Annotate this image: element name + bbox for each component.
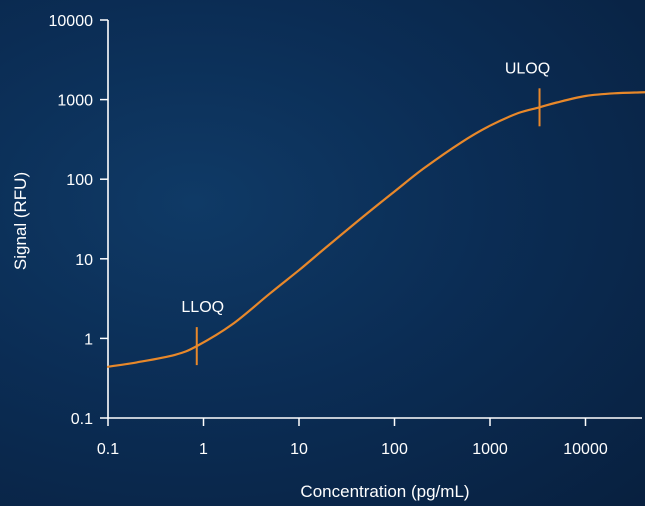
axes <box>107 20 642 419</box>
x-tick-label: 1 <box>199 441 208 458</box>
annotation-label: ULOQ <box>505 60 550 77</box>
y-tick-label: 10 <box>75 252 93 269</box>
x-axis-ticks: 0.1 1 10 100 1000 10000 <box>97 418 608 458</box>
y-tick-label: 10000 <box>49 13 94 30</box>
x-tick-label: 10000 <box>563 441 608 458</box>
y-tick-label: 1000 <box>57 93 93 110</box>
y-axis-ticks: 0.1 1 10 100 1000 10000 <box>49 13 108 428</box>
annotation-label: LLOQ <box>181 299 224 316</box>
y-axis-title: Signal (RFU) <box>11 172 30 270</box>
series-line <box>106 91 645 368</box>
x-axis-title: Concentration (pg/mL) <box>300 482 469 501</box>
y-tick-label: 0.1 <box>71 411 93 428</box>
series-layer <box>106 91 645 368</box>
y-tick-label: 1 <box>84 331 93 348</box>
annotations-layer: LLOQ ULOQ <box>181 60 550 366</box>
x-tick-label: 0.1 <box>97 441 119 458</box>
y-tick-label: 100 <box>66 172 93 189</box>
x-tick-label: 100 <box>381 441 408 458</box>
x-tick-label: 1000 <box>472 441 508 458</box>
x-tick-label: 10 <box>290 441 308 458</box>
